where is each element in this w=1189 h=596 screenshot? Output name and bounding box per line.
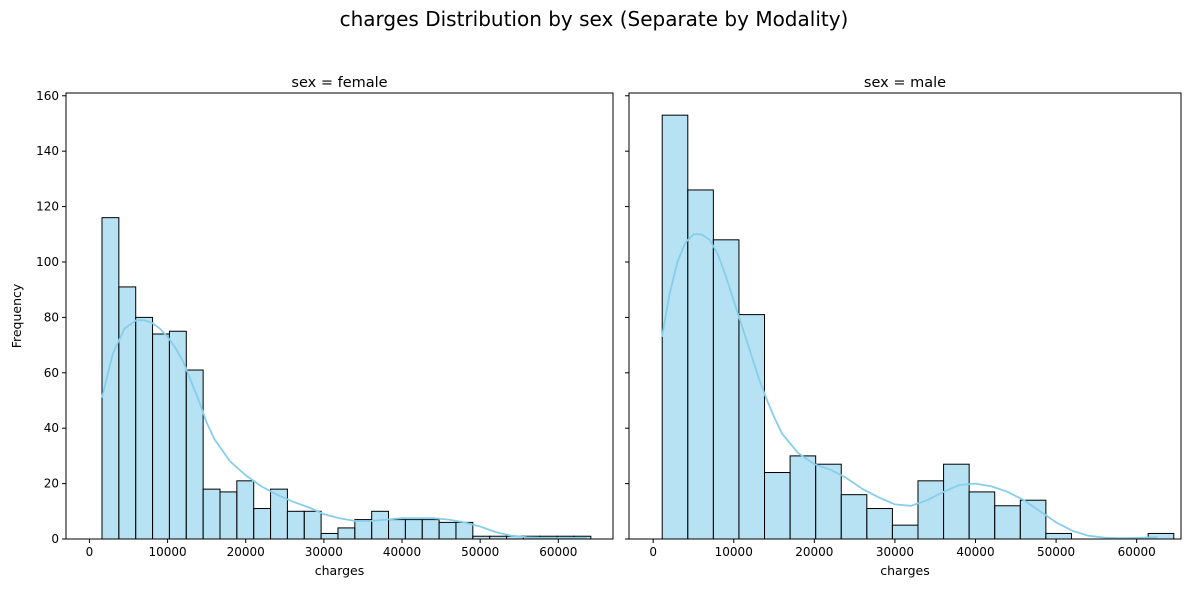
histogram-bar	[661, 114, 689, 540]
y-tick-label: 0	[51, 532, 59, 546]
histogram-bar	[354, 519, 373, 540]
histogram-bar	[866, 508, 893, 540]
y-tick-label: 40	[44, 421, 59, 435]
histogram-bar	[943, 463, 970, 540]
y-tick-label: 80	[44, 310, 59, 324]
kde-line	[101, 319, 588, 540]
y-tick-label: 20	[44, 477, 59, 491]
histogram-bar	[219, 491, 238, 540]
histogram-bar	[438, 521, 457, 540]
histogram-bar	[455, 521, 474, 540]
histogram-bar	[891, 524, 919, 540]
panel-title: sex = male	[864, 75, 946, 91]
x-tick-label: 50000	[1037, 545, 1075, 559]
x-tick-label: 20000	[795, 545, 833, 559]
histogram-bar	[789, 455, 817, 540]
kde-line	[661, 233, 1158, 540]
histogram-bar	[236, 480, 255, 540]
y-tick-label: 100	[36, 255, 59, 269]
x-tick-label: 60000	[539, 545, 577, 559]
x-tick-label: 0	[649, 545, 657, 559]
histogram-bar	[840, 494, 868, 540]
axes-frame	[628, 92, 1182, 540]
histogram-bar	[917, 480, 945, 540]
panel-title: sex = female	[291, 75, 387, 91]
histogram-bar	[712, 239, 740, 540]
histogram-bar	[320, 532, 339, 540]
x-tick-label: 50000	[461, 545, 499, 559]
y-tick-label: 60	[44, 366, 59, 380]
histogram-bar	[270, 488, 288, 540]
histogram-bar	[815, 463, 842, 540]
y-axis-label: Frequency	[9, 283, 24, 348]
histogram-bar	[135, 316, 154, 540]
histogram-bar	[185, 369, 204, 540]
axes-frame	[65, 92, 614, 540]
x-tick-label: 40000	[956, 545, 994, 559]
histogram-bar	[388, 519, 406, 540]
panel-female: 0 10000 20000 30000 40000 50000 60000 0 20 40 60 80…	[9, 75, 614, 578]
y-tick-label: 120	[36, 200, 59, 214]
histogram-bar	[303, 510, 322, 540]
x-tick-label: 0	[86, 545, 94, 559]
histogram-bar	[337, 527, 356, 540]
histogram-bar	[152, 333, 170, 540]
histogram-bar	[118, 286, 137, 540]
histogram-bar	[1045, 532, 1072, 540]
histogram-bar	[286, 510, 305, 540]
histogram-bar	[968, 491, 996, 540]
figure-suptitle: charges Distribution by sex (Separate by…	[340, 7, 849, 31]
x-tick-label: 30000	[305, 545, 343, 559]
x-axis-label: charges	[880, 563, 930, 578]
histogram-bar	[253, 508, 272, 540]
y-tick-label: 160	[36, 89, 59, 103]
x-tick-label: 60000	[1118, 545, 1156, 559]
x-tick-label: 10000	[715, 545, 753, 559]
histogram-bar	[404, 519, 423, 540]
x-tick-label: 10000	[148, 545, 186, 559]
panel-male: 0 10000 20000 30000 40000 50000 60000 sex = mal…	[625, 75, 1182, 578]
histogram-bar	[371, 510, 390, 540]
histogram-bar	[202, 488, 221, 540]
histogram-bar	[738, 314, 766, 540]
histogram-bar	[1019, 499, 1047, 540]
y-tick-label: 140	[36, 144, 59, 158]
x-tick-label: 20000	[227, 545, 265, 559]
x-tick-label: 30000	[876, 545, 914, 559]
histogram-bar	[994, 505, 1021, 540]
histogram-bar	[421, 519, 440, 540]
x-axis-label: charges	[315, 563, 365, 578]
histogram-bar	[101, 217, 120, 540]
x-tick-label: 40000	[383, 545, 421, 559]
histogram-bar	[764, 472, 791, 540]
histogram-bar	[687, 189, 714, 540]
